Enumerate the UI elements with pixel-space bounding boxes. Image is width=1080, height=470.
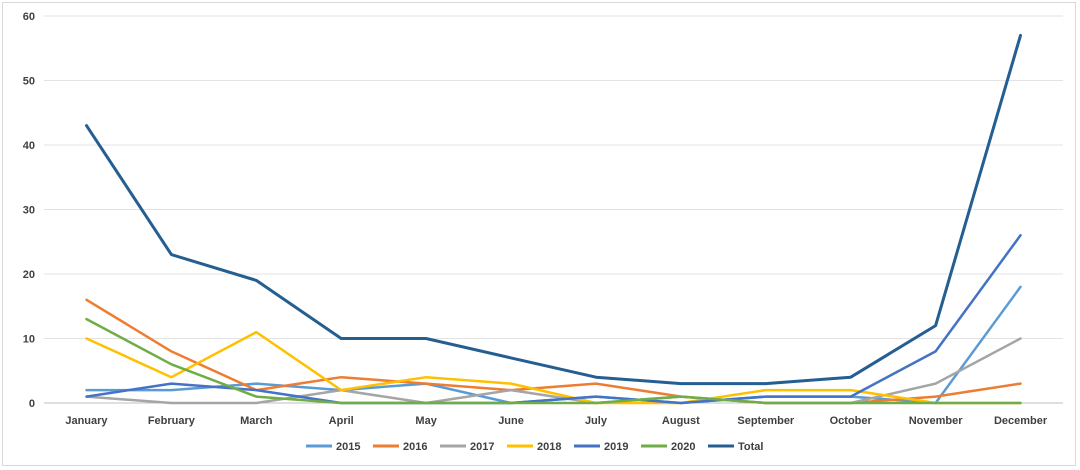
legend-label-2019: 2019 xyxy=(604,441,628,453)
series-lines xyxy=(85,33,1022,405)
x-tick-label: March xyxy=(240,415,273,427)
y-axis-ticks: 0 10 20 30 40 50 60 xyxy=(23,11,35,410)
x-tick-label: November xyxy=(909,415,964,427)
x-tick-label: February xyxy=(148,415,196,427)
x-tick-label: December xyxy=(994,415,1048,427)
y-tick-label: 20 xyxy=(23,269,35,281)
x-tick-label: October xyxy=(830,415,873,427)
series-line-2020 xyxy=(85,317,1022,405)
legend-label-2018: 2018 xyxy=(537,441,561,453)
y-tick-label: 50 xyxy=(23,76,35,88)
series-line-2019 xyxy=(85,234,1022,405)
legend-label-2015: 2015 xyxy=(336,441,360,453)
x-tick-label: May xyxy=(415,415,437,427)
legend-label-2020: 2020 xyxy=(671,441,695,453)
legend: 2015 2016 2017 2018 2019 2020 Total xyxy=(306,441,763,453)
x-tick-label: September xyxy=(737,415,795,427)
legend-label-2017: 2017 xyxy=(470,441,494,453)
y-tick-label: 0 xyxy=(29,398,35,410)
x-tick-label: January xyxy=(65,415,108,427)
grid-lines xyxy=(44,15,1063,404)
y-tick-label: 10 xyxy=(23,334,35,346)
y-tick-label: 60 xyxy=(23,11,35,23)
series-line-2018 xyxy=(85,330,1022,405)
x-tick-label: July xyxy=(585,415,608,427)
x-tick-label: June xyxy=(498,415,524,427)
x-axis-ticks: January February March April May June July Augu… xyxy=(65,415,1047,427)
y-tick-label: 30 xyxy=(23,205,35,217)
legend-label-2016: 2016 xyxy=(403,441,427,453)
series-line-2017 xyxy=(85,337,1022,405)
x-tick-label: April xyxy=(329,415,354,427)
x-tick-label: August xyxy=(662,415,700,427)
series-line-total xyxy=(85,33,1022,386)
legend-label-total: Total xyxy=(738,441,763,453)
y-tick-label: 40 xyxy=(23,140,35,152)
